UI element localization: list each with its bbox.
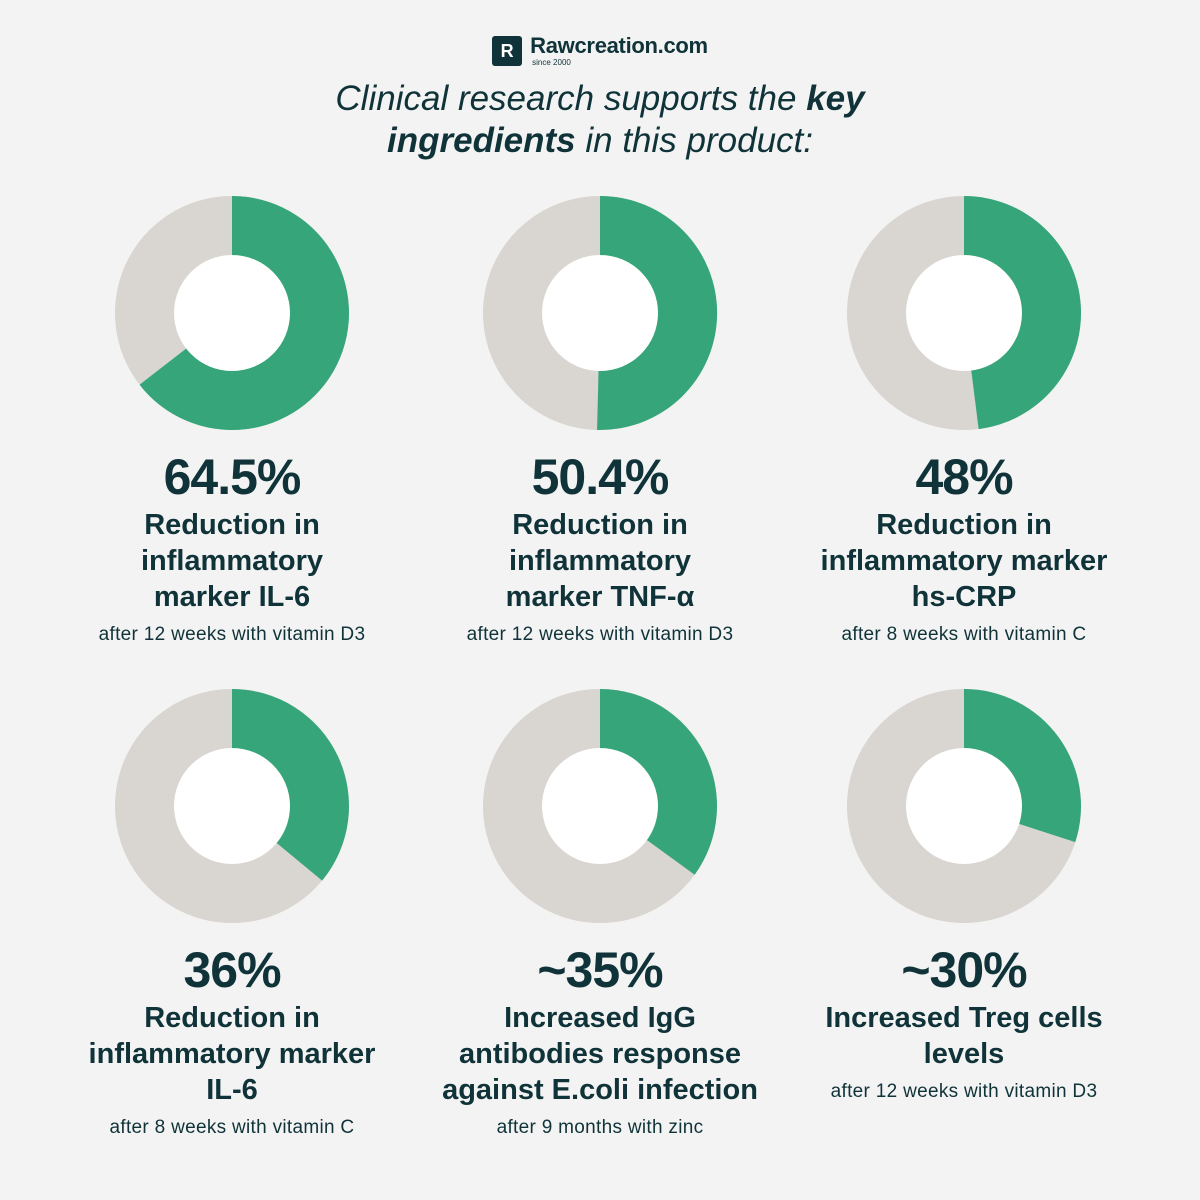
stat-label-2: Reduction in inflammatory marker TNF-α — [410, 507, 790, 615]
stat-label-6-line-2: levels — [923, 1038, 1005, 1070]
stat-note-2: after 12 weeks with vitamin D3 — [466, 624, 734, 645]
stat-label-6: Increased Treg cells levels — [774, 1000, 1154, 1072]
stat-label-2-line-3: marker TNF-α — [505, 581, 695, 613]
stat-card-4: 36% Reduction in inflammatory marker IL-… — [42, 688, 422, 1140]
brand-logo: R Rawcreation.com since 2000 — [0, 34, 1200, 68]
headline-part1: Clinical research supports the — [335, 79, 807, 118]
stat-label-3: Reduction in inflammatory marker hs-CRP — [774, 507, 1154, 615]
stat-value-6: ~30% — [901, 942, 1027, 998]
stat-value-4: 36% — [183, 942, 281, 998]
stat-label-3-line-2: inflammatory marker — [820, 545, 1108, 577]
stat-card-6: ~30% Increased Treg cells levels after 1… — [774, 688, 1154, 1104]
stat-card-3: 48% Reduction in inflammatory marker hs-… — [774, 195, 1154, 647]
stat-label-2-line-2: inflammatory — [508, 545, 692, 577]
stat-note-6: after 12 weeks with vitamin D3 — [830, 1081, 1098, 1102]
donut-hole-6 — [906, 748, 1022, 864]
logo-text: Rawcreation.com since 2000 — [530, 34, 708, 68]
stat-label-6-line-1: Increased Treg cells — [825, 1002, 1103, 1034]
stat-value-2: 50.4% — [531, 449, 670, 505]
headline-part2: in this product: — [575, 121, 813, 160]
stat-label-5: Increased IgG antibodies response agains… — [410, 1000, 790, 1108]
donut-chart-2 — [483, 195, 718, 430]
donut-chart-4 — [115, 689, 350, 923]
donut-chart-1 — [115, 196, 349, 430]
donut-hole-5 — [542, 748, 658, 864]
stat-card-5: ~35% Increased IgG antibodies response a… — [410, 688, 790, 1140]
donut-hole-3 — [906, 255, 1022, 371]
headline-bold2: ingredients — [387, 121, 576, 160]
donut-slice-5 — [600, 689, 717, 875]
donut-slice-3 — [964, 196, 1082, 430]
stat-note-4: after 8 weeks with vitamin C — [109, 1117, 355, 1138]
stat-label-4: Reduction in inflammatory marker IL-6 — [42, 1000, 422, 1108]
stat-label-5-line-1: Increased IgG — [504, 1002, 696, 1034]
donut-hole-1 — [174, 255, 290, 371]
brand-since: since 2000 — [532, 58, 571, 67]
stat-label-1: Reduction in inflammatory marker IL-6 — [42, 507, 422, 615]
stat-card-2: 50.4% Reduction in inflammatory marker T… — [410, 195, 790, 647]
stat-label-4-line-2: inflammatory marker — [88, 1038, 376, 1070]
stat-note-3: after 8 weeks with vitamin C — [841, 624, 1087, 645]
stat-label-1-line-2: inflammatory — [140, 545, 324, 577]
donut-hole-4 — [174, 748, 290, 864]
stat-label-4-line-1: Reduction in — [144, 1002, 320, 1034]
stat-label-2-line-1: Reduction in — [512, 509, 688, 541]
donut-chart-6 — [847, 689, 1081, 923]
brand-name: Rawcreation.com — [530, 33, 708, 58]
donut-slice-4 — [232, 689, 350, 881]
donut-chart-3 — [847, 196, 1082, 430]
donut-chart-5 — [483, 689, 717, 923]
logo-mark-icon: R — [492, 36, 523, 66]
stat-label-5-line-2: antibodies response — [458, 1038, 741, 1070]
stat-value-5: ~35% — [537, 942, 663, 998]
stat-label-5-line-3: against E.coli infection — [442, 1074, 758, 1106]
page-title: Clinical research supports the key ingre… — [0, 78, 1200, 162]
stat-label-4-line-3: IL-6 — [206, 1074, 258, 1106]
headline-bold1: key — [806, 79, 865, 118]
stat-label-1-line-3: marker IL-6 — [153, 581, 311, 613]
stat-label-3-line-3: hs-CRP — [911, 581, 1017, 613]
stat-label-1-line-1: Reduction in — [144, 509, 320, 541]
stat-value-3: 48% — [915, 449, 1013, 505]
donut-hole-2 — [542, 255, 658, 371]
stat-value-1: 64.5% — [163, 449, 302, 505]
stat-note-5: after 9 months with zinc — [496, 1117, 704, 1138]
stat-label-3-line-1: Reduction in — [876, 509, 1052, 541]
stat-card-1: 64.5% Reduction in inflammatory marker I… — [42, 195, 422, 647]
stat-note-1: after 12 weeks with vitamin D3 — [98, 624, 366, 645]
